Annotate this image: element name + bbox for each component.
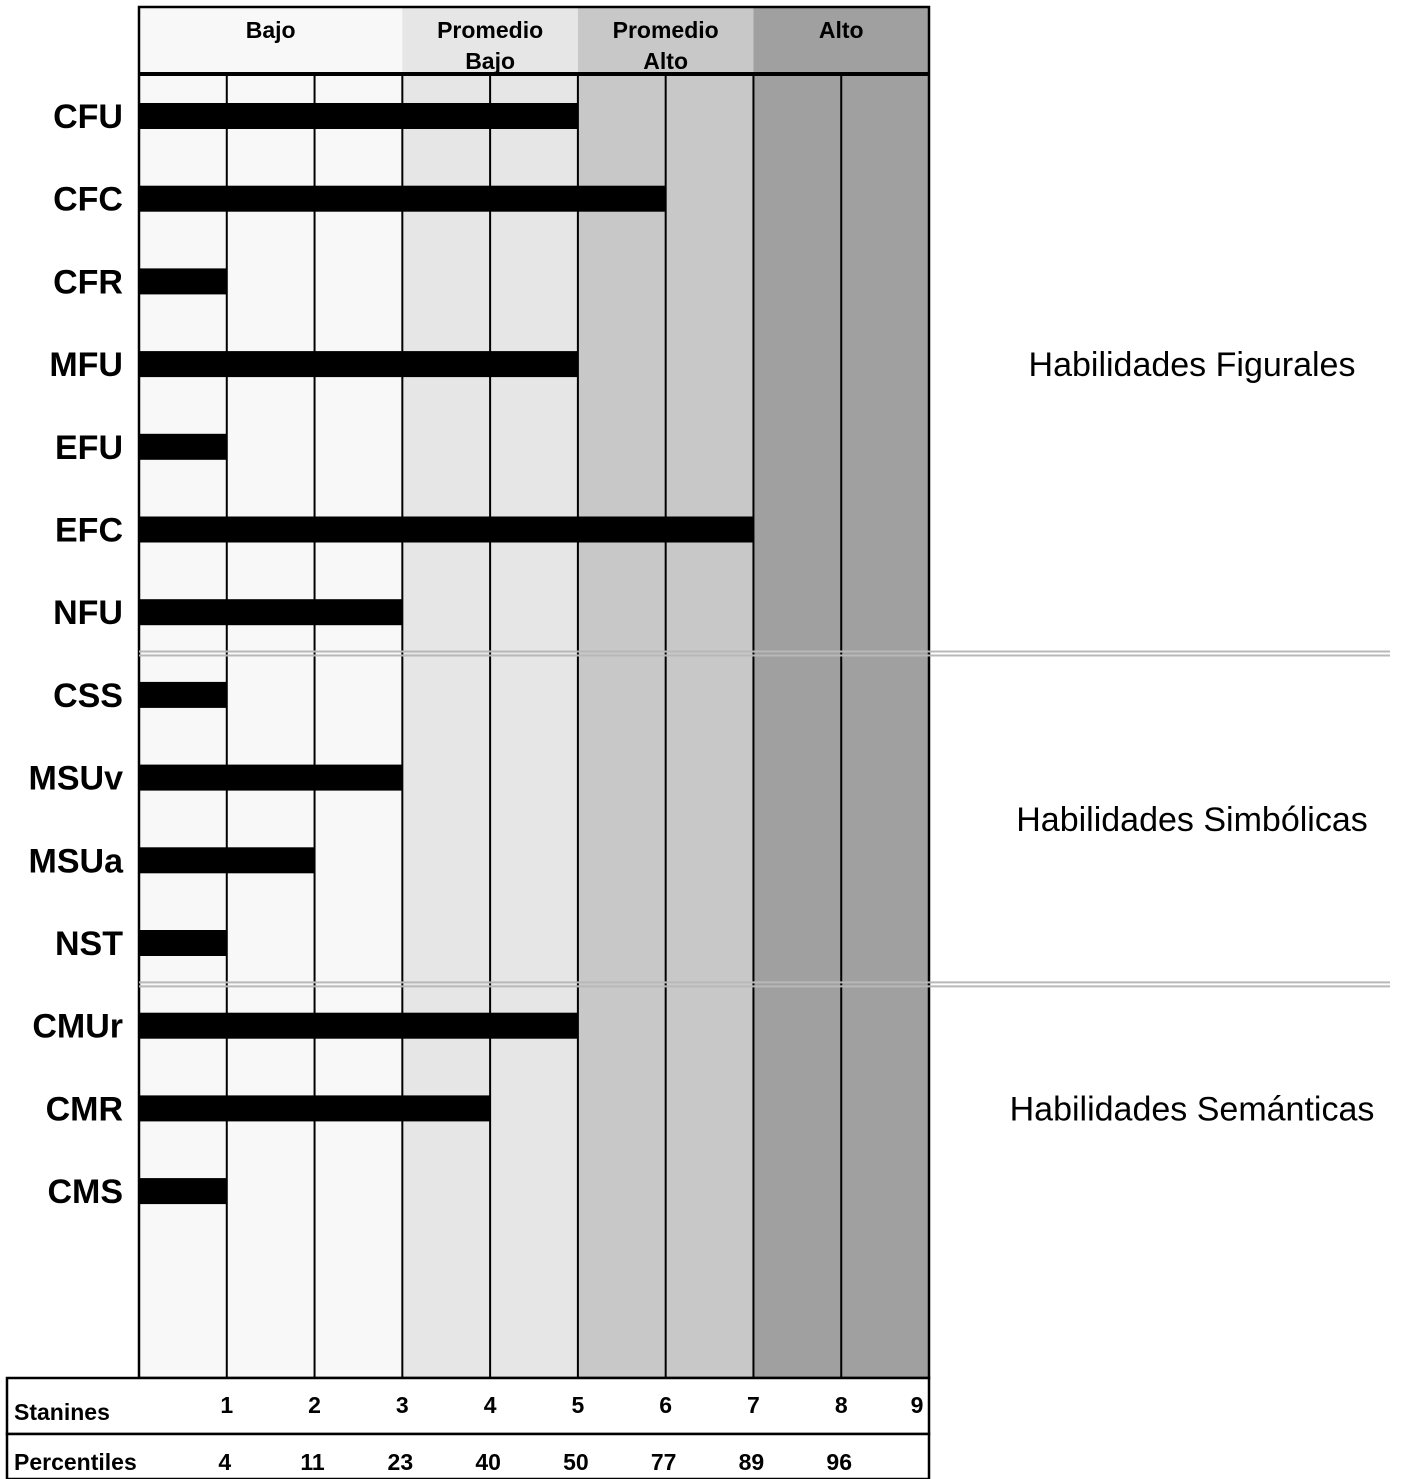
bar-css [139,681,227,708]
bar-cmur [139,1012,578,1039]
category-label: CMR [46,1090,123,1128]
band-label: Bajo [465,48,515,74]
band-header-bg [139,7,403,74]
band-label: Alto [819,17,864,43]
stanine-tick: 4 [484,1392,497,1418]
group-label: Habilidades Semánticas [1010,1090,1375,1128]
band-label: Alto [643,48,688,74]
stanine-tick: 5 [571,1392,584,1418]
group-label: Habilidades Simbólicas [1016,801,1368,839]
band-label: Promedio [613,17,719,43]
percentile-tick: 23 [388,1449,414,1475]
stanine-tick: 7 [747,1392,760,1418]
category-label: CFR [53,263,123,301]
category-label: CFC [53,181,123,219]
category-label: CFU [53,98,123,136]
band-label: Bajo [246,17,296,43]
percentile-tick: 40 [475,1449,501,1475]
bar-efc [139,516,754,543]
bar-cmr [139,1095,491,1122]
band-header-bg [753,7,929,74]
percentile-tick: 4 [218,1449,231,1475]
percentile-tick: 77 [651,1449,677,1475]
category-label: MFU [49,346,123,384]
stanine-tick: 2 [308,1392,321,1418]
percentile-tick: 89 [739,1449,765,1475]
band-label: Promedio [437,17,543,43]
category-label: CSS [53,677,123,715]
percentile-tick: 96 [826,1449,852,1475]
stanines-row [5,1376,931,1436]
category-label: MSUa [29,842,125,880]
category-label: EFU [55,429,123,467]
category-label: CMS [47,1173,123,1211]
stanine-tick: 8 [835,1392,848,1418]
bar-cfr [139,268,227,295]
bar-mfu [139,351,578,378]
stanine-tick: 9 [911,1392,924,1418]
band-header-bg [577,7,754,74]
bar-cfu [139,103,578,129]
category-label: NST [55,925,123,963]
percentile-tick: 50 [563,1449,589,1475]
percentiles-row [5,1432,931,1479]
band-header-bg [402,7,578,74]
category-label: MSUv [29,760,124,798]
category-label: NFU [53,594,123,632]
bar-nfu [139,599,403,626]
bar-cms [139,1178,227,1205]
group-label: Habilidades Figurales [1029,346,1356,384]
bar-nst [139,930,227,956]
category-label: EFC [55,512,123,550]
stanine-tick: 1 [220,1392,233,1418]
bar-msua [139,847,315,874]
bar-msuv [139,764,403,791]
bar-cfc [139,185,666,212]
stanine-tick: 3 [396,1392,409,1418]
percentiles-label: Percentiles [14,1449,137,1475]
percentile-tick: 11 [300,1449,325,1475]
bar-efu [139,433,227,460]
stanines-label: Stanines [14,1399,110,1425]
stanine-tick: 6 [659,1392,672,1418]
category-label: CMUr [32,1008,123,1046]
